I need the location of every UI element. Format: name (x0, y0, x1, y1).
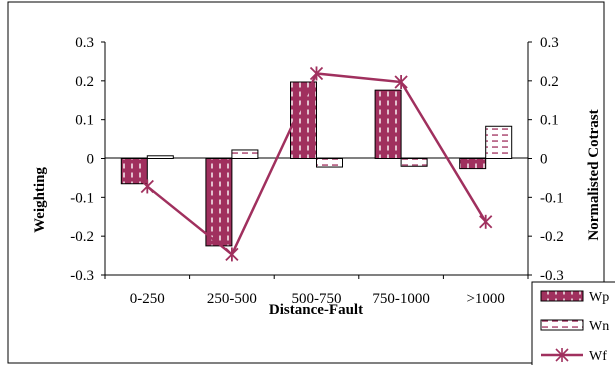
y-tick-label: 0.1 (75, 113, 94, 129)
x-axis-title: Distance-Fault (269, 302, 363, 318)
bars (120, 81, 513, 247)
legend-marker-wf (555, 348, 569, 362)
y2-tick-label: 0.2 (540, 74, 559, 90)
y2-tick-label: 0 (540, 152, 548, 168)
legend-item-wp: Wp (540, 290, 609, 305)
legend-label-wn: Wn (589, 319, 609, 334)
y-tick-label: -0.2 (70, 229, 94, 245)
y-tick-label: -0.1 (70, 190, 94, 206)
y-ticks-left: 0.3 0.2 0.1 0 -0.1 -0.2 -0.3 (70, 35, 529, 284)
chart-frame (7, 1, 605, 364)
y-ticks-right: 0.3 0.2 0.1 0 -0.1 -0.2 -0.3 (528, 35, 564, 284)
y2-axis-title: Normalisted Cotrast (586, 109, 602, 240)
wf-point (309, 66, 324, 81)
legend: Wp Wn Wf (531, 281, 615, 365)
bar-wn (400, 158, 428, 167)
x-tick-label: 500-750 (292, 291, 342, 307)
wf-point (479, 214, 493, 229)
x-tick-labels: 0-250 250-500 500-750 750-1000 >1000 (130, 291, 505, 307)
bar-wn (316, 158, 343, 168)
y2-tick-label: -0.2 (540, 229, 564, 245)
wf-point (225, 247, 239, 262)
bar-wn (231, 149, 259, 159)
legend-label-wp: Wp (589, 290, 609, 305)
y-tick-label: 0 (87, 152, 95, 168)
bar-wp (459, 158, 487, 170)
legend-swatch-wp (540, 290, 584, 302)
bar-wn (485, 125, 513, 159)
legend-label-wf: Wf (589, 349, 607, 364)
legend-item-wf: Wf (541, 348, 607, 364)
y-tick-label: 0.3 (75, 35, 94, 51)
bar-wp (374, 89, 402, 159)
y2-tick-label: -0.3 (540, 268, 564, 284)
y2-tick-label: -0.1 (540, 190, 564, 206)
wf-point (394, 74, 408, 89)
legend-item-wn: Wn (540, 319, 609, 334)
y2-tick-label: 0.1 (540, 113, 559, 129)
bar-wp (120, 158, 148, 185)
x-tick-label: >1000 (466, 291, 504, 307)
y-tick-label: 0.2 (75, 74, 94, 90)
y2-tick-label: 0.3 (540, 35, 559, 51)
bar-wn (146, 155, 174, 159)
x-tick-label: 250-500 (207, 291, 257, 307)
wf-point (140, 179, 154, 194)
x-tick-label: 0-250 (130, 291, 165, 307)
x-tick-label: 750-1000 (372, 291, 430, 307)
y-axis-title: Weighting (32, 167, 48, 233)
bar-wp (205, 158, 233, 247)
legend-swatch-wn (540, 319, 584, 331)
wf-line-series (140, 66, 493, 262)
y-tick-label: -0.3 (70, 268, 94, 284)
